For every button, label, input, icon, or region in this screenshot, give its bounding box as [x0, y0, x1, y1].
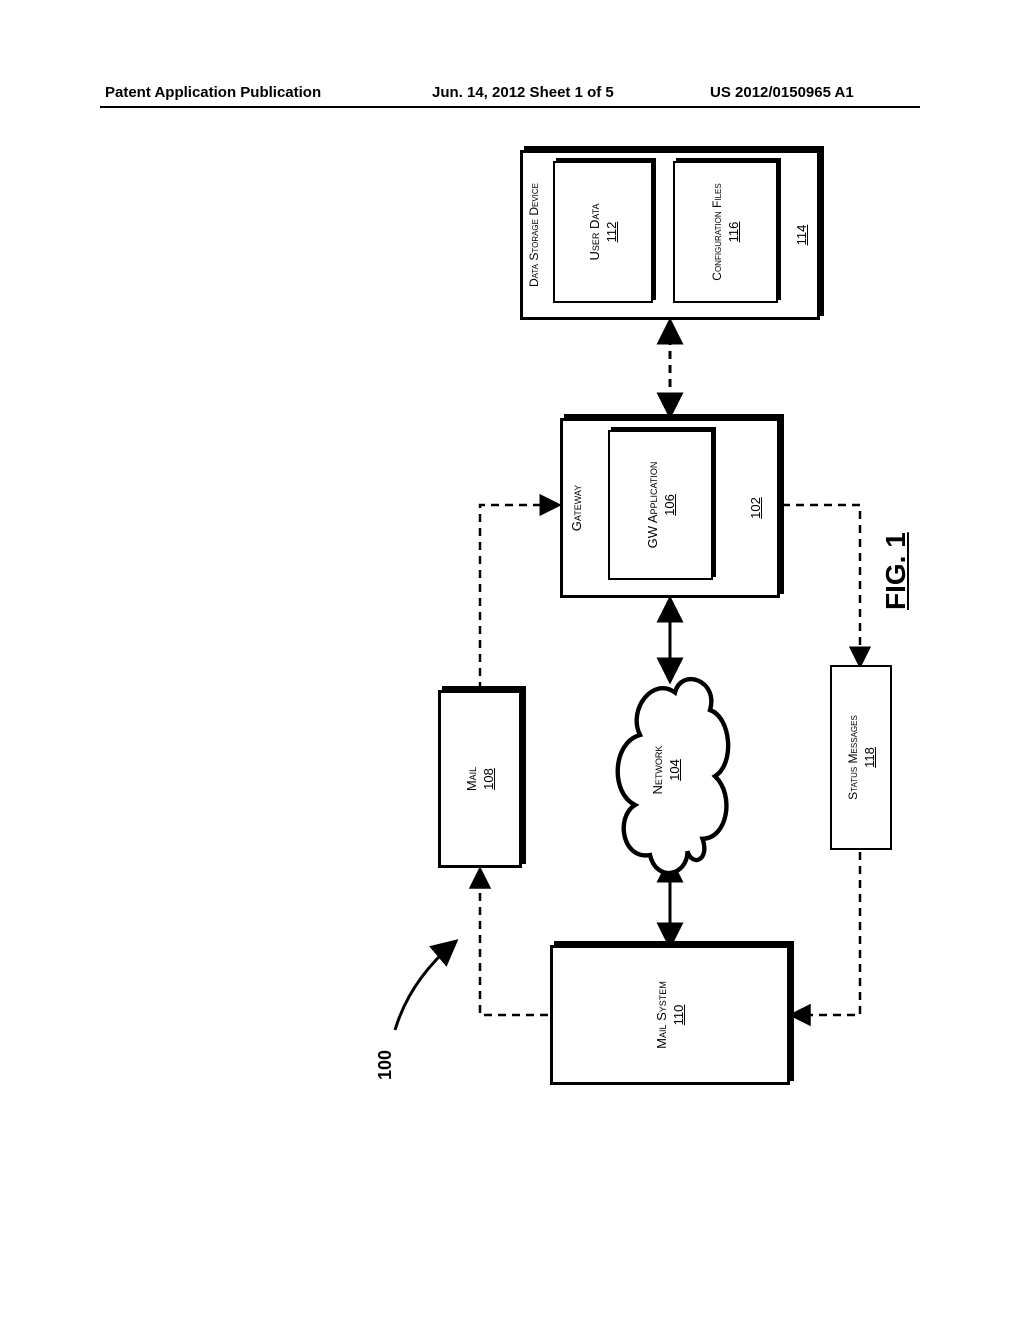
edge-mail-gateway	[480, 505, 558, 690]
diagram-canvas: Mail System 110 Mail 108 Network 104 Sta…	[120, 140, 920, 1240]
edge-status-mailsys	[792, 852, 860, 1015]
mail-system-title: Mail System	[654, 981, 669, 1049]
gw-app-title: GW Application	[645, 462, 660, 549]
gw-app-ref: 106	[662, 494, 677, 516]
mail-system-ref: 110	[671, 1005, 686, 1026]
node-user-data: User Data 112	[553, 161, 653, 303]
node-status-messages: Status Messages 118	[830, 665, 892, 850]
edge-system-ref-pointer	[395, 942, 455, 1030]
gateway-ref: 102	[748, 421, 763, 595]
edge-gateway-status	[782, 505, 860, 665]
node-gateway: Gateway GW Application 106 102	[560, 418, 780, 598]
network-title: Network	[650, 746, 665, 795]
node-storage: Data Storage Device User Data 112 Config…	[520, 150, 820, 320]
status-ref: 118	[862, 747, 877, 768]
node-mail: Mail 108	[438, 690, 522, 868]
user-data-title: User Data	[587, 203, 602, 260]
config-title: Configuration Files	[710, 183, 724, 280]
node-network-labels: Network 104	[650, 715, 682, 825]
system-ref-label: 100	[375, 1050, 396, 1080]
status-title: Status Messages	[846, 715, 860, 800]
edge-mailsys-mail	[480, 870, 548, 1015]
diagram-area: Mail System 110 Mail 108 Network 104 Sta…	[120, 140, 920, 1240]
gateway-title: Gateway	[569, 485, 584, 531]
node-gw-application: GW Application 106	[608, 430, 713, 580]
node-config-files: Configuration Files 116	[673, 161, 778, 303]
header-right: US 2012/0150965 A1	[710, 84, 854, 101]
header-left: Patent Application Publication	[105, 84, 321, 101]
config-ref: 116	[726, 222, 741, 243]
mail-title: Mail	[464, 767, 479, 791]
storage-title: Data Storage Device	[527, 183, 541, 287]
page-root: Patent Application Publication Jun. 14, …	[0, 0, 1024, 1320]
header-underline	[100, 106, 920, 108]
node-mail-system: Mail System 110	[550, 945, 790, 1085]
mail-ref: 108	[481, 768, 496, 790]
figure-label: FIG. 1	[880, 532, 912, 610]
user-data-ref: 112	[604, 222, 619, 243]
header-center: Jun. 14, 2012 Sheet 1 of 5	[432, 84, 614, 101]
storage-ref: 114	[794, 153, 809, 317]
network-ref: 104	[667, 759, 682, 781]
